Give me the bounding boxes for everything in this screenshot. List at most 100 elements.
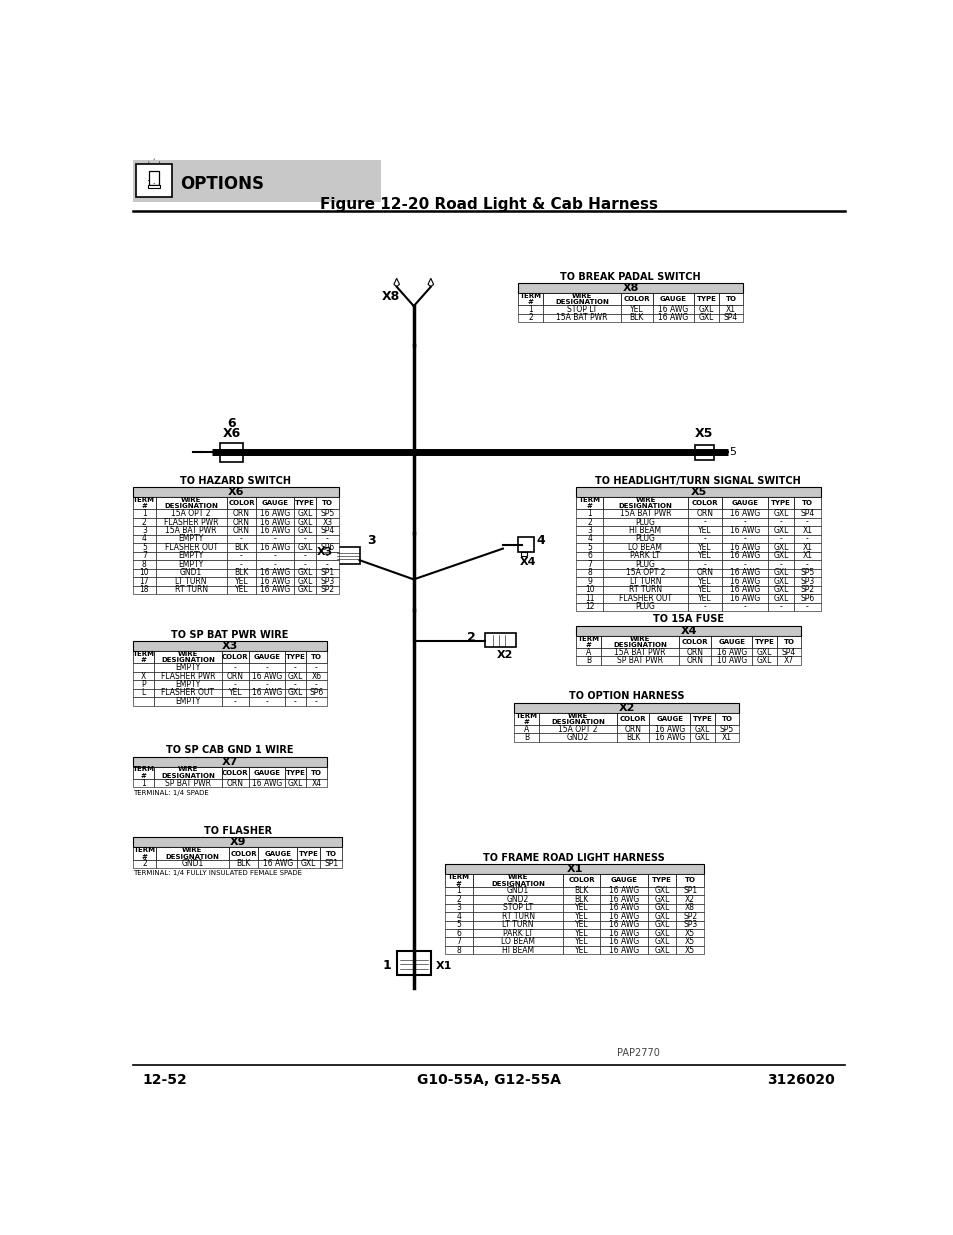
Text: YEL: YEL (234, 585, 248, 594)
Text: -: - (274, 551, 276, 561)
Text: GND2: GND2 (506, 895, 529, 904)
Bar (676, 929, 703, 937)
Text: -: - (240, 559, 243, 569)
Bar (562, 929, 599, 937)
Text: TERMINAL: 1/4 FULLY INSULATED FEMALE SPADE: TERMINAL: 1/4 FULLY INSULATED FEMALE SPA… (133, 871, 302, 877)
Bar (285, 680, 306, 689)
Text: GXL: GXL (772, 551, 788, 561)
Bar (155, 568, 227, 577)
Bar (285, 779, 306, 787)
Bar (562, 887, 599, 895)
Bar (285, 672, 306, 680)
Bar (221, 672, 249, 680)
Text: WIRE
DESIGNATION: WIRE DESIGNATION (491, 874, 544, 887)
Bar (444, 920, 473, 929)
Text: 6: 6 (587, 551, 592, 561)
Text: GAUGE: GAUGE (261, 500, 288, 506)
Bar (154, 689, 221, 698)
Text: LT TURN: LT TURN (175, 577, 207, 585)
Text: X5: X5 (684, 929, 695, 937)
Text: TO: TO (325, 851, 336, 857)
Bar (617, 713, 648, 725)
Text: 16 AWG: 16 AWG (654, 725, 684, 734)
Text: -: - (294, 680, 296, 689)
Bar (602, 526, 687, 535)
Text: X9: X9 (230, 837, 246, 847)
Bar (221, 663, 249, 672)
Text: GXL: GXL (654, 911, 669, 921)
Bar (647, 904, 676, 911)
Bar (648, 713, 690, 725)
Bar (721, 517, 767, 526)
Text: 8: 8 (456, 946, 460, 955)
Bar (285, 663, 306, 672)
Bar (599, 937, 647, 946)
Text: -: - (314, 680, 317, 689)
Bar (687, 517, 721, 526)
Bar (652, 293, 694, 305)
Text: X8: X8 (381, 290, 399, 304)
Text: EMPTY: EMPTY (178, 551, 204, 561)
Text: 16 AWG: 16 AWG (252, 672, 282, 680)
Text: 15A BAT PWR: 15A BAT PWR (165, 526, 216, 535)
Bar (444, 929, 473, 937)
Text: YEL: YEL (575, 937, 588, 946)
Bar (334, 547, 360, 564)
Text: X1: X1 (725, 305, 735, 314)
Text: X6: X6 (228, 487, 244, 496)
Bar (255, 526, 294, 535)
Bar (652, 305, 694, 314)
Bar (473, 895, 562, 904)
Bar (133, 496, 155, 509)
Text: SP1: SP1 (682, 887, 697, 895)
Text: SP2: SP2 (800, 585, 814, 594)
Bar (227, 543, 255, 552)
Bar (752, 648, 776, 656)
Bar (229, 860, 258, 868)
Bar (576, 487, 820, 496)
Text: STOP LT: STOP LT (566, 305, 597, 314)
Text: 16 AWG: 16 AWG (262, 860, 293, 868)
Text: TO: TO (801, 500, 812, 506)
Bar (133, 487, 338, 496)
Bar (227, 496, 255, 509)
Text: -: - (233, 697, 236, 706)
Bar (155, 543, 227, 552)
Text: TO HAZARD SWITCH: TO HAZARD SWITCH (180, 475, 291, 485)
Bar (221, 779, 249, 787)
Bar (396, 951, 431, 976)
Text: YEL: YEL (629, 305, 643, 314)
Text: TO: TO (684, 878, 695, 883)
Bar (514, 703, 739, 713)
Text: SP BAT PWR: SP BAT PWR (165, 778, 211, 788)
Text: YEL: YEL (698, 577, 711, 585)
Text: -: - (314, 697, 317, 706)
Bar (676, 887, 703, 895)
Text: 16 AWG: 16 AWG (608, 911, 639, 921)
Text: -: - (303, 559, 306, 569)
Bar (793, 568, 820, 577)
Text: 3126020: 3126020 (767, 1073, 835, 1087)
Bar (562, 937, 599, 946)
Text: 16 AWG: 16 AWG (608, 929, 639, 937)
Bar (617, 734, 648, 742)
Bar (687, 561, 721, 568)
Text: YEL: YEL (698, 594, 711, 603)
Bar (767, 585, 793, 594)
Text: Figure 12-20 Road Light & Cab Harness: Figure 12-20 Road Light & Cab Harness (319, 196, 658, 212)
Bar (133, 568, 155, 577)
Text: TYPE: TYPE (696, 296, 716, 303)
Text: TYPE: TYPE (754, 638, 774, 645)
Bar (562, 904, 599, 911)
Text: PARK LT: PARK LT (630, 551, 659, 561)
Text: FLASHER OUT: FLASHER OUT (165, 543, 217, 552)
Text: SP3: SP3 (682, 920, 697, 929)
Bar (576, 543, 602, 552)
Bar (255, 543, 294, 552)
Text: 3: 3 (142, 526, 147, 535)
Text: 5: 5 (142, 543, 147, 552)
Text: GXL: GXL (297, 517, 313, 526)
Text: X7: X7 (222, 757, 238, 767)
Bar (576, 496, 602, 509)
Bar (306, 767, 327, 779)
